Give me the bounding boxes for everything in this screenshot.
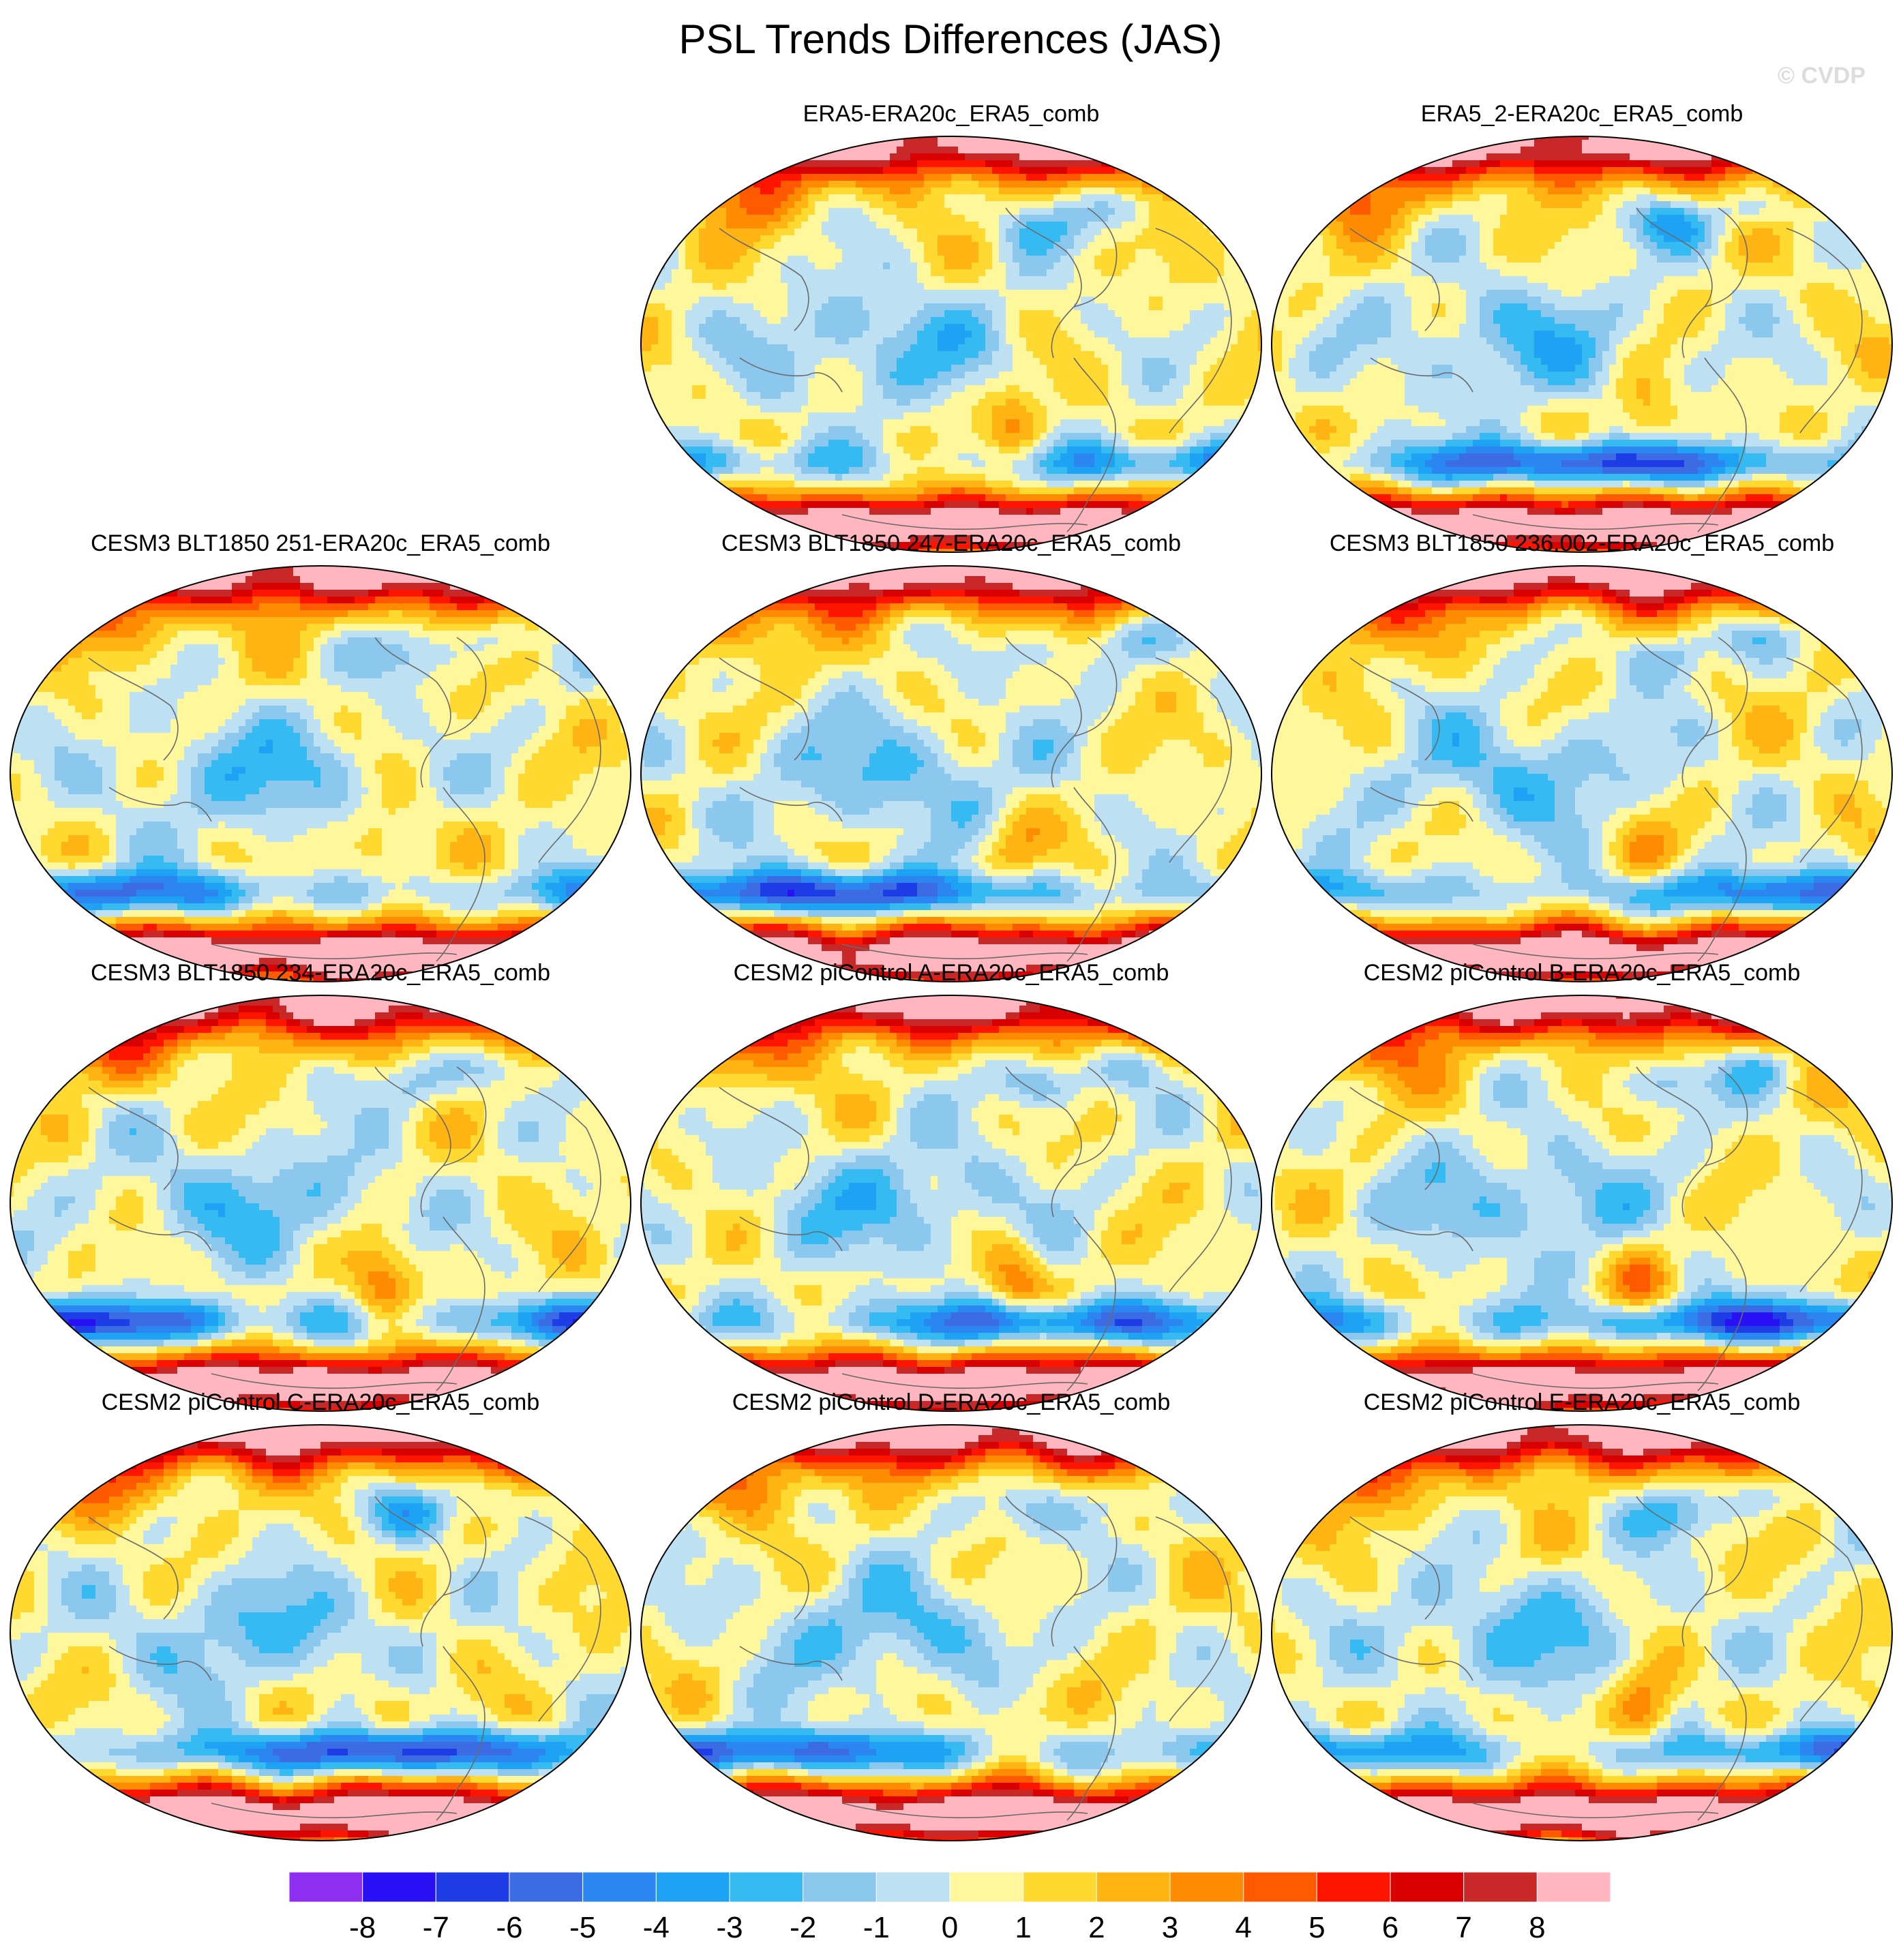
map-panel: CESM2 piControl E-ERA20c_ERA5_comb xyxy=(1268,1387,1896,1851)
panel-title: CESM3 BLT1850 247-ERA20c_ERA5_comb xyxy=(638,528,1265,558)
colorbar-tick-label: -5 xyxy=(569,1909,596,1947)
map-panel: CESM3 BLT1850 234-ERA20c_ERA5_comb xyxy=(7,958,634,1421)
psl-field xyxy=(638,1421,1265,1844)
colorbar-tick-label: 4 xyxy=(1235,1909,1251,1947)
colorbar-box xyxy=(803,1872,877,1902)
map-panel: CESM2 piControl B-ERA20c_ERA5_comb xyxy=(1268,958,1896,1421)
map-panel: CESM2 piControl D-ERA20c_ERA5_comb xyxy=(638,1387,1265,1851)
colorbar-box xyxy=(509,1872,583,1902)
colorbar-box xyxy=(876,1872,950,1902)
colorbar-tick-label: -2 xyxy=(790,1909,816,1947)
panel-title: CESM2 piControl A-ERA20c_ERA5_comb xyxy=(638,958,1265,988)
colorbar-tick-label: -4 xyxy=(643,1909,670,1947)
colorbar-tick-label: -7 xyxy=(423,1909,449,1947)
panel-title: CESM3 BLT1850 236.002-ERA20c_ERA5_comb xyxy=(1268,528,1896,558)
panel-title: ERA5_2-ERA20c_ERA5_comb xyxy=(1268,99,1896,129)
map-plot xyxy=(7,992,634,1415)
colorbar-tick-label: 6 xyxy=(1382,1909,1398,1947)
colorbar-box xyxy=(436,1872,509,1902)
psl-field xyxy=(7,1421,634,1844)
panel-title: CESM3 BLT1850 251-ERA20c_ERA5_comb xyxy=(7,528,634,558)
colorbar-tick-label: -3 xyxy=(716,1909,743,1947)
map-plot xyxy=(638,1421,1265,1844)
colorbar-boxes xyxy=(289,1871,1611,1903)
colorbar-tick-label: 2 xyxy=(1088,1909,1105,1947)
psl-field xyxy=(7,992,634,1415)
colorbar-box xyxy=(1170,1872,1244,1902)
psl-field xyxy=(638,133,1265,556)
colorbar-tick-label: 1 xyxy=(1015,1909,1031,1947)
psl-field xyxy=(7,562,634,985)
panel-title: CESM2 piControl D-ERA20c_ERA5_comb xyxy=(638,1387,1265,1417)
colorbar-box xyxy=(1464,1872,1538,1902)
colorbar-tick-label: -1 xyxy=(863,1909,890,1947)
colorbar-box xyxy=(363,1872,436,1902)
colorbar-box xyxy=(1096,1872,1170,1902)
colorbar-tick-label: 8 xyxy=(1529,1909,1545,1947)
map-plot xyxy=(1268,992,1896,1415)
map-plot xyxy=(638,133,1265,556)
map-panel: CESM3 BLT1850 251-ERA20c_ERA5_comb xyxy=(7,528,634,992)
map-panel: CESM3 BLT1850 247-ERA20c_ERA5_comb xyxy=(638,528,1265,992)
colorbar-tick-label: 5 xyxy=(1308,1909,1325,1947)
map-plot xyxy=(7,1421,634,1844)
panel-title: CESM2 piControl E-ERA20c_ERA5_comb xyxy=(1268,1387,1896,1417)
panel-title: CESM2 piControl C-ERA20c_ERA5_comb xyxy=(7,1387,634,1417)
figure-title: PSL Trends Differences (JAS) xyxy=(0,12,1901,67)
colorbar-box xyxy=(583,1872,657,1902)
colorbar-tick-label: -6 xyxy=(496,1909,522,1947)
colorbar-tick-label: -8 xyxy=(349,1909,376,1947)
colorbar-box xyxy=(656,1872,730,1902)
colorbar-box xyxy=(1537,1872,1611,1902)
psl-field xyxy=(1268,1421,1896,1844)
colorbar-box xyxy=(1244,1872,1317,1902)
map-plot xyxy=(1268,562,1896,985)
colorbar-box xyxy=(1023,1872,1097,1902)
map-panel: ERA5-ERA20c_ERA5_comb xyxy=(638,99,1265,562)
map-panel: CESM3 BLT1850 236.002-ERA20c_ERA5_comb xyxy=(1268,528,1896,992)
map-plot xyxy=(1268,133,1896,556)
panel-title: ERA5-ERA20c_ERA5_comb xyxy=(638,99,1265,129)
map-panel: CESM2 piControl C-ERA20c_ERA5_comb xyxy=(7,1387,634,1851)
psl-field xyxy=(638,992,1265,1415)
cvdp-watermark: © CVDP xyxy=(1778,63,1866,89)
psl-field xyxy=(1268,992,1896,1415)
panel-title: CESM3 BLT1850 234-ERA20c_ERA5_comb xyxy=(7,958,634,988)
map-plot xyxy=(638,992,1265,1415)
colorbar-labels: -8 -7 -6 -5 -4 -3 -2 -1 0 1 2 3 4 5 6 7 8 xyxy=(289,1909,1611,1950)
colorbar-box xyxy=(730,1872,803,1902)
map-plot xyxy=(7,562,634,985)
map-panel: CESM2 piControl A-ERA20c_ERA5_comb xyxy=(638,958,1265,1421)
colorbar-box xyxy=(289,1872,363,1902)
map-panel: ERA5_2-ERA20c_ERA5_comb xyxy=(1268,99,1896,562)
colorbar-box xyxy=(950,1872,1023,1902)
colorbar-box xyxy=(1390,1872,1464,1902)
colorbar-tick-label: 3 xyxy=(1162,1909,1178,1947)
colorbar-tick-label: 0 xyxy=(942,1909,958,1947)
psl-field xyxy=(1268,562,1896,985)
panel-title: CESM2 piControl B-ERA20c_ERA5_comb xyxy=(1268,958,1896,988)
psl-field xyxy=(638,562,1265,985)
map-plot xyxy=(1268,1421,1896,1844)
colorbar-tick-label: 7 xyxy=(1455,1909,1471,1947)
psl-field xyxy=(1268,133,1896,556)
map-plot xyxy=(638,562,1265,985)
colorbar-box xyxy=(1317,1872,1390,1902)
colorbar xyxy=(289,1871,1611,1903)
